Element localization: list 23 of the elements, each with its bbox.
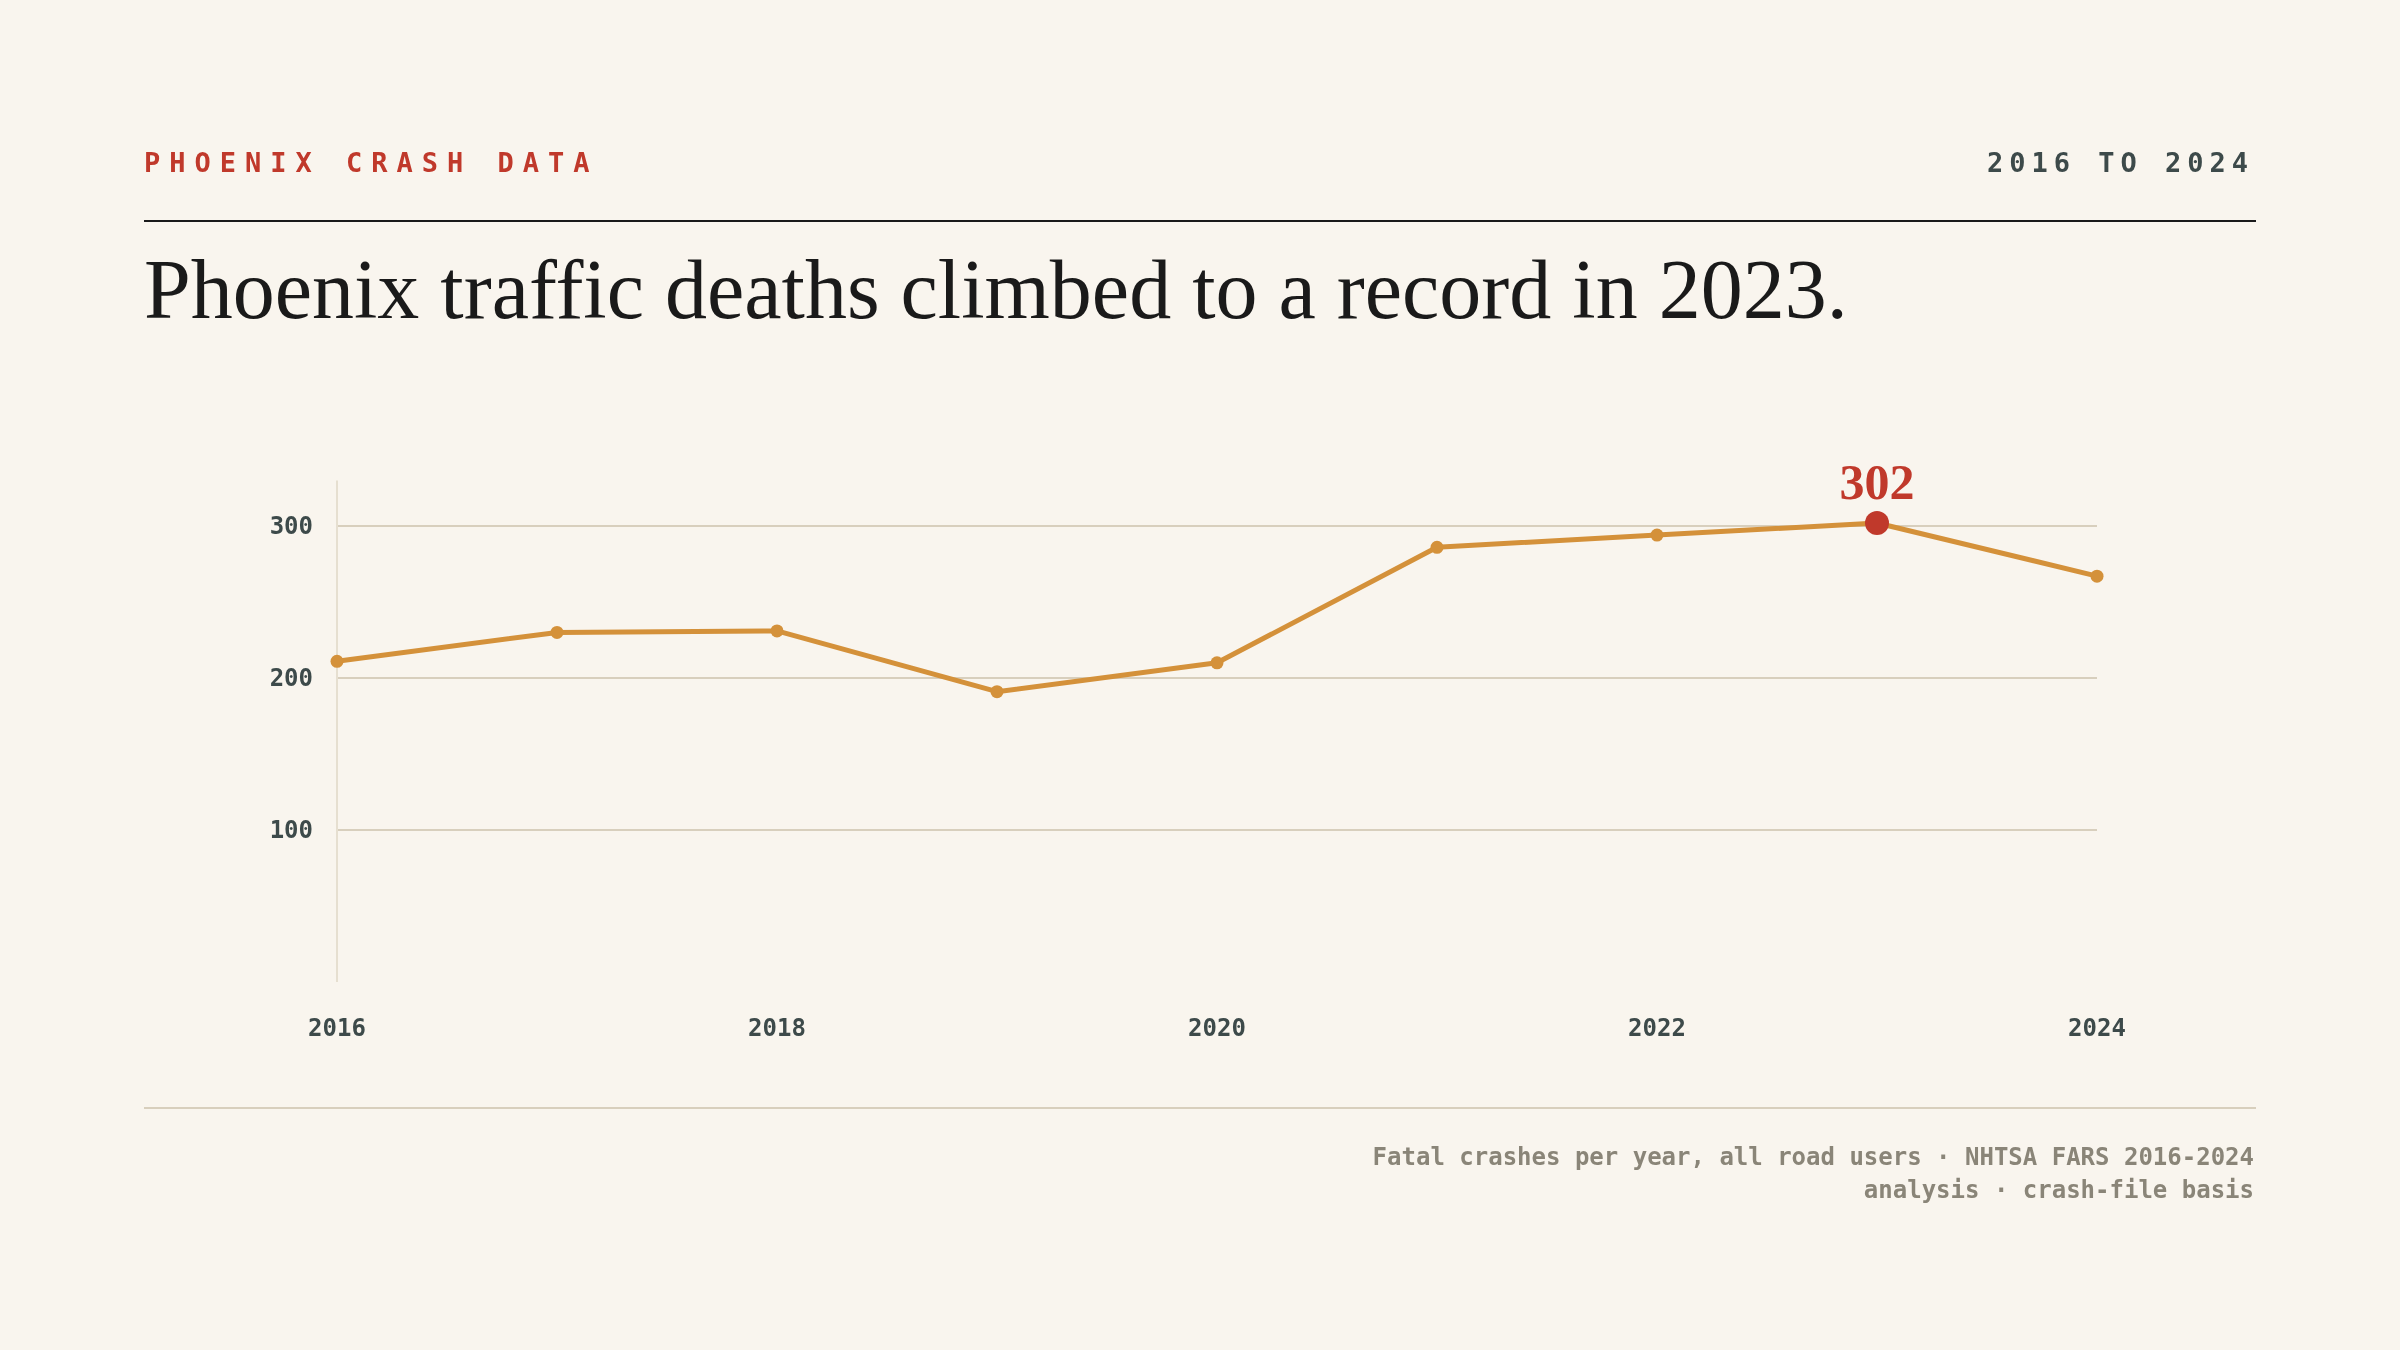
- x-tick-label: 2022: [1628, 1014, 1686, 1042]
- x-tick-label: 2018: [748, 1014, 806, 1042]
- x-tick-label: 2016: [308, 1014, 366, 1042]
- chart-title: Phoenix traffic deaths climbed to a record in 2023.: [144, 243, 1848, 336]
- text: PHOENIX CRASH DATA: [144, 147, 599, 178]
- point: [1650, 528, 1664, 542]
- x-tick-label: 2020: [1188, 1014, 1246, 1042]
- point: [1210, 656, 1224, 670]
- point: [550, 625, 564, 639]
- data-label: 302: [1839, 453, 1915, 510]
- point: [330, 654, 344, 668]
- text: analysis · crash-file basis: [1863, 1176, 2254, 1204]
- y-tick-label: 100: [269, 816, 313, 845]
- chart-subtitle: 2016 TO 2024: [1986, 147, 2254, 178]
- point: [1430, 540, 1444, 554]
- y-tick-label: 200: [269, 664, 313, 693]
- x-tick-label: 2024: [2068, 1014, 2126, 1042]
- point: [1865, 510, 1889, 535]
- point: [2090, 569, 2104, 583]
- point: [990, 685, 1004, 699]
- point: [770, 624, 784, 638]
- text: Fatal crashes per year, all road users · NHTSA FARS 2016-2024: [1372, 1143, 2254, 1171]
- y-tick-label: 300: [269, 512, 313, 541]
